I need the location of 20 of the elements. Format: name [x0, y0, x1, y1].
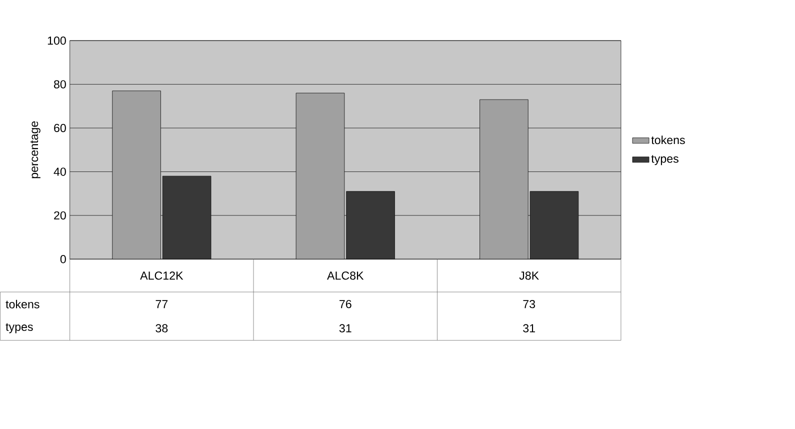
x-tick-label: ALC12K	[140, 271, 184, 280]
data-label: 31	[339, 324, 352, 332]
y-tick-label: 60	[54, 124, 66, 132]
data-label: 38	[156, 324, 168, 332]
data-label: 31	[523, 324, 535, 332]
y-tick-label: 100	[48, 36, 66, 45]
text: tokens	[6, 300, 40, 308]
text: types	[6, 323, 33, 334]
y-tick-label: 40	[54, 167, 66, 176]
data-label: 73	[523, 300, 536, 308]
y-tick-label: 0	[60, 254, 66, 264]
x-tick-label: J8K	[519, 271, 539, 280]
data-label: 76	[340, 300, 352, 308]
x-tick-label: ALC8K	[327, 271, 364, 280]
legend-label: types	[651, 155, 678, 165]
y-tick-label: 80	[54, 80, 66, 88]
legend-label: tokens	[651, 135, 685, 144]
data-label: 77	[156, 300, 168, 308]
y-tick-label: 20	[54, 211, 66, 220]
y-axis-title: percentage	[30, 121, 40, 178]
